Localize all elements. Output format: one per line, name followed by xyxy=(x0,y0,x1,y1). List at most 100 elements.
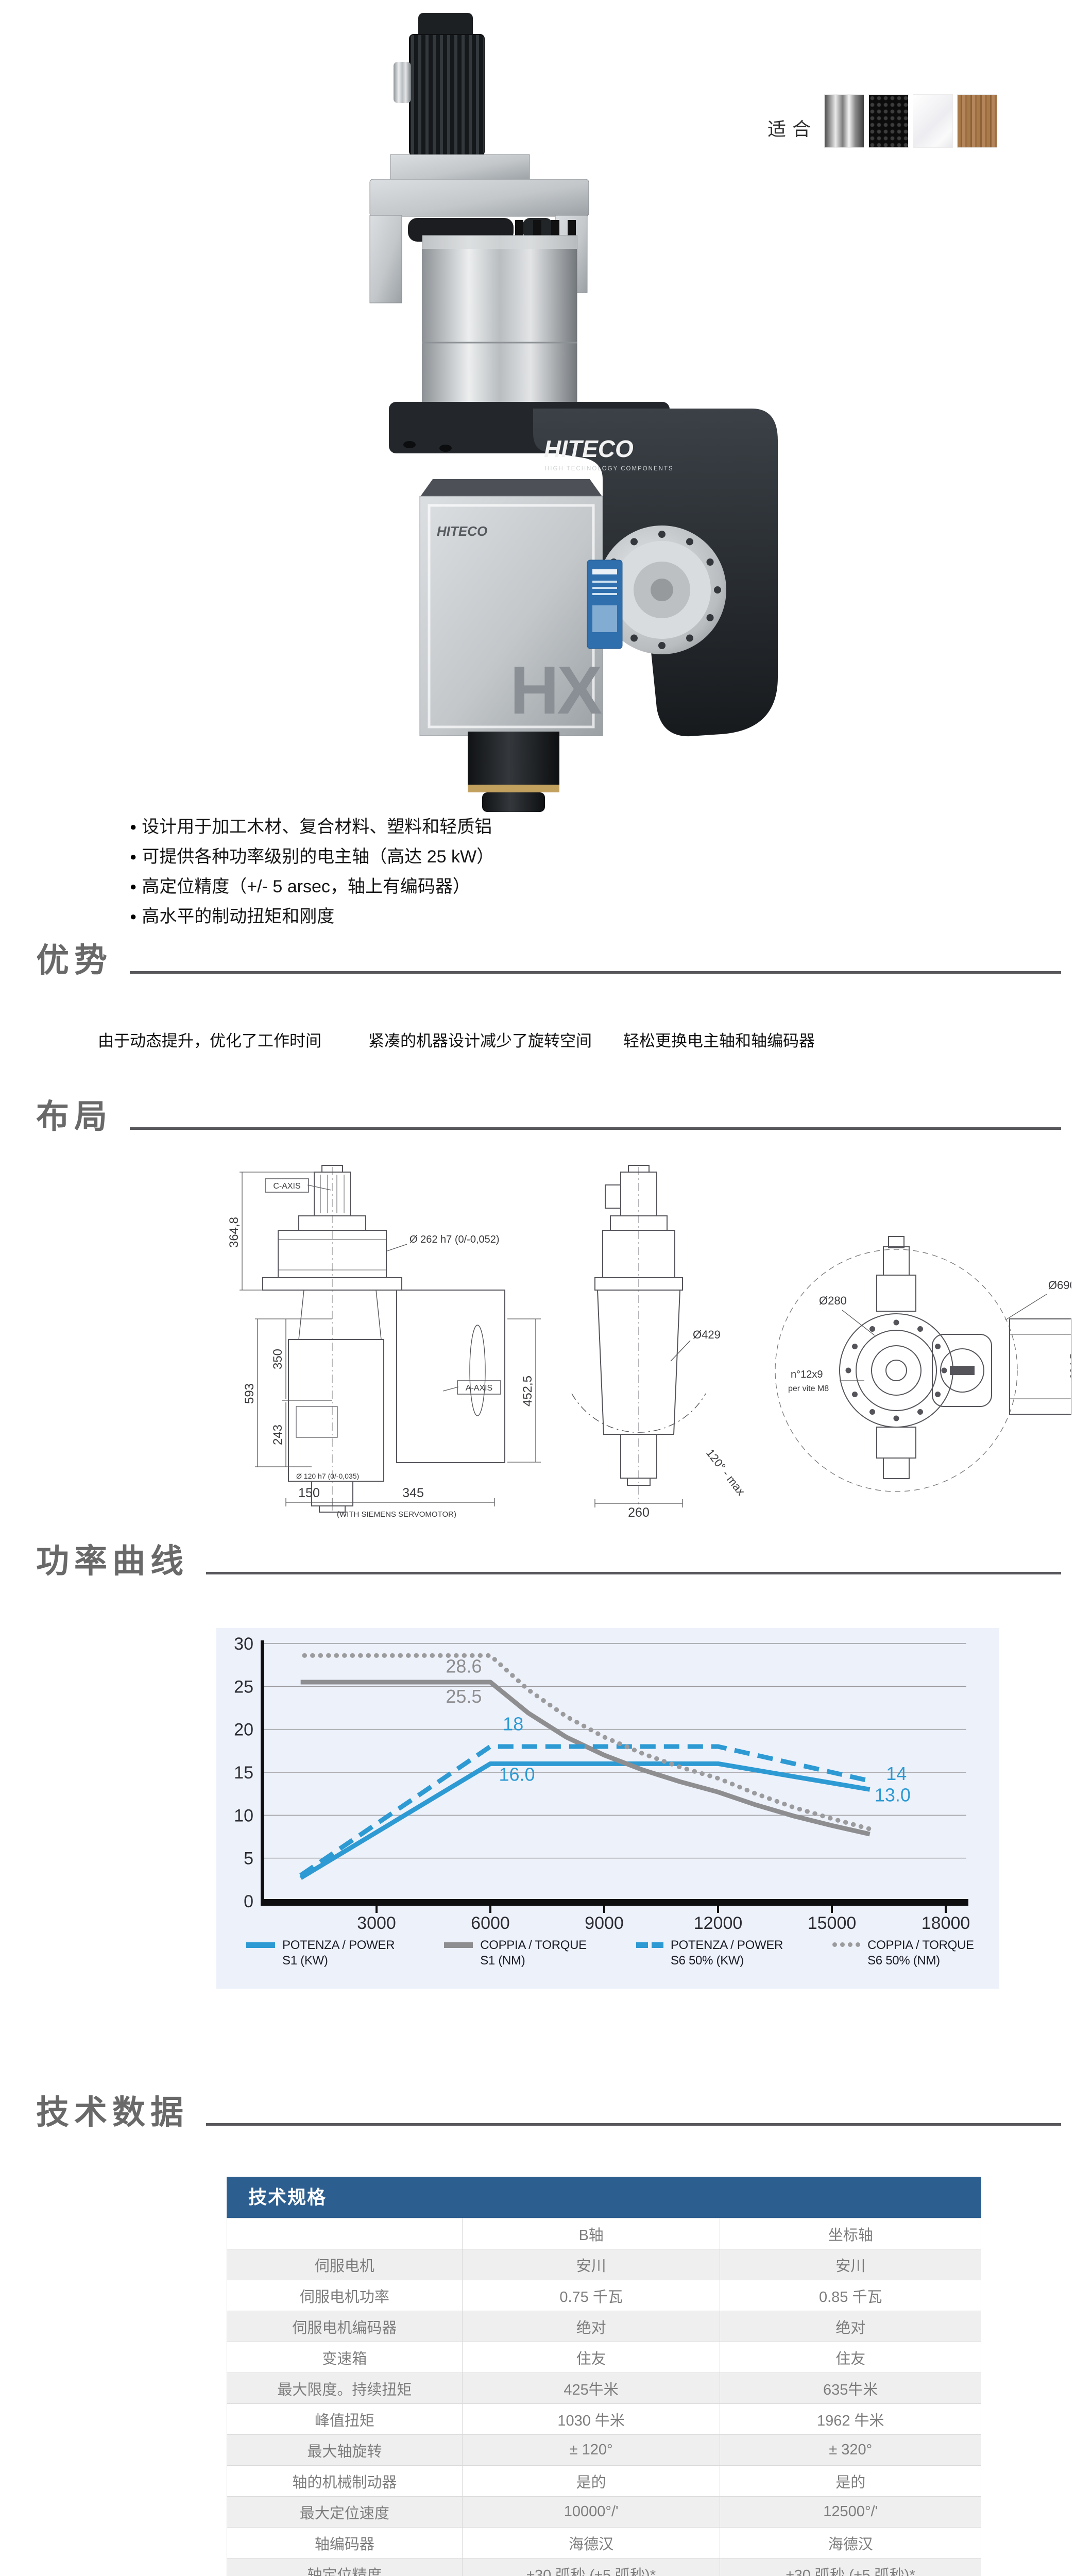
table-row: 峰值扭矩 1030 牛米 1962 牛米 xyxy=(227,2403,981,2435)
table-row: 伺服电机 安川 安川 xyxy=(227,2249,981,2280)
section-title-layout: 布局 xyxy=(36,1098,112,1135)
table-row: 最大轴旋转 ± 120° ± 320° xyxy=(227,2434,981,2466)
legend-label: POTENZA / POWER xyxy=(670,1938,783,1952)
table-cell: 变速箱 xyxy=(227,2342,463,2373)
table-cell: 最大限度。持续扭矩 xyxy=(227,2372,463,2404)
table-cell: ±30 弧秒 (±5 弧秒)* xyxy=(462,2558,721,2576)
material-swatches xyxy=(824,94,997,148)
dim-label: 120° - max xyxy=(704,1447,747,1498)
axis-label: C-AXIS xyxy=(273,1182,300,1191)
material-swatch-metal xyxy=(824,94,864,148)
table-cell: 0.75 千瓦 xyxy=(462,2280,721,2311)
model-label: HX xyxy=(510,652,602,728)
table-cell: 坐标轴 xyxy=(720,2218,981,2249)
feature-item: 设计用于加工木材、复合材料、塑料和轻质铝 xyxy=(130,812,494,842)
svg-text:5: 5 xyxy=(244,1849,253,1869)
section-title-advantages: 优势 xyxy=(36,942,112,979)
svg-text:0: 0 xyxy=(244,1892,253,1911)
svg-text:9000: 9000 xyxy=(585,1913,624,1932)
dim-label: 452,5 xyxy=(521,1376,535,1406)
dim-label: Ø690 xyxy=(1048,1279,1071,1292)
section-rule xyxy=(130,971,1061,974)
suitable-label: 适合 : xyxy=(767,118,840,140)
product-photo: HITECO HIGH TECHNOLOGY COMPONENTS HITECO… xyxy=(369,13,778,812)
table-cell: 635牛米 xyxy=(720,2372,981,2404)
table-cell: 1962 牛米 xyxy=(720,2403,981,2435)
chart-value-label: 25.5 xyxy=(446,1686,482,1707)
power-curves-chart: 0 5 10 15 20 25 30 3000 6000 9000 12000 15000 18000 2… xyxy=(216,1628,999,1989)
advantage-item: 轻松更换电主轴和轴编码器 xyxy=(623,1032,815,1050)
feature-item: 高水平的制动扭矩和刚度 xyxy=(130,902,494,931)
advantage-item: 紧凑的机器设计减少了旋转空间 xyxy=(368,1032,592,1050)
spec-table: B轴 坐标轴 伺服电机 安川 安川 伺服电机功率 0.75 千瓦 0.85 千瓦 伺服电机编码器… xyxy=(227,2218,981,2576)
table-row: 变速箱 住友 住友 xyxy=(227,2342,981,2373)
table-cell: B轴 xyxy=(462,2218,721,2249)
table-column-header-row: B轴 坐标轴 xyxy=(227,2218,981,2249)
servomotor xyxy=(394,13,485,156)
svg-text:25: 25 xyxy=(234,1677,253,1697)
legend-item-torque-s1: COPPIA / TORQUE S1 (NM) xyxy=(444,1938,587,1969)
table-row: 最大限度。持续扭矩 425牛米 635牛米 xyxy=(227,2372,981,2404)
material-swatch-wood xyxy=(957,94,997,148)
svg-text:3000: 3000 xyxy=(357,1913,396,1932)
dim-label: Ø 262 h7 (0/-0,052) xyxy=(410,1234,500,1245)
chart-value-label: 28.6 xyxy=(446,1656,482,1677)
section-title-technical-data: 技术数据 xyxy=(36,2094,189,2131)
table-cell: 是的 xyxy=(462,2465,721,2497)
legend-swatch-blue-dashed xyxy=(636,1942,663,1948)
svg-text:20: 20 xyxy=(234,1720,253,1740)
axis-label: A-AXIS xyxy=(466,1384,492,1393)
legend-label: COPPIA / TORQUE xyxy=(867,1938,974,1952)
table-cell: 最大定位速度 xyxy=(227,2496,463,2528)
section-rule xyxy=(206,2123,1061,2126)
dim-label: 150 xyxy=(298,1486,320,1500)
table-cell: 1030 牛米 xyxy=(462,2403,721,2435)
chart-plot: 0 5 10 15 20 25 30 3000 6000 9000 12000 15000 18000 2… xyxy=(216,1628,999,1933)
dim-label: Ø 120 h7 (0/-0,035) xyxy=(296,1472,359,1480)
table-cell: 伺服电机编码器 xyxy=(227,2311,463,2342)
table-cell: ± 320° xyxy=(720,2434,981,2466)
legend-label: S1 (NM) xyxy=(480,1954,525,1968)
dim-label: Ø280 xyxy=(819,1294,847,1307)
table-cell: 安川 xyxy=(462,2249,721,2280)
table-cell: 最大轴旋转 xyxy=(227,2434,463,2466)
legend-swatch-blue-solid xyxy=(246,1942,275,1948)
box-brand-logo: HITECO xyxy=(437,523,487,539)
table-cell: 绝对 xyxy=(462,2311,721,2342)
feature-item: 高定位精度（+/- 5 arsec，轴上有编码器） xyxy=(130,872,494,902)
spindle-box: HITECO HX xyxy=(419,479,623,736)
feature-item: 可提供各种功率级别的电主轴（高达 25 kW） xyxy=(130,842,494,872)
dim-label: 224,5 xyxy=(1069,1353,1071,1379)
chart-value-label: 14 xyxy=(886,1763,907,1784)
dim-label: 364,8 xyxy=(227,1217,241,1248)
legend-label: COPPIA / TORQUE xyxy=(480,1938,587,1952)
rotary-drum xyxy=(422,220,577,406)
dim-label: 593 xyxy=(243,1383,257,1404)
svg-text:15: 15 xyxy=(234,1763,253,1783)
table-cell: 12500°/' xyxy=(720,2496,981,2528)
drawing-note: (WITH SIEMENS SERVOMOTOR) xyxy=(337,1510,456,1519)
table-cell: 是的 xyxy=(720,2465,981,2497)
table-row: 轴定位精度 ±30 弧秒 (±5 弧秒)* ±30 弧秒 (±5 弧秒)* xyxy=(227,2558,981,2576)
legend-label: POTENZA / POWER xyxy=(282,1938,395,1952)
svg-text:6000: 6000 xyxy=(471,1913,510,1932)
dim-label: 350 xyxy=(271,1349,285,1369)
table-cell: 伺服电机 xyxy=(227,2249,463,2280)
legend-swatch-gray-solid xyxy=(444,1942,473,1948)
table-cell: 峰值扭矩 xyxy=(227,2403,463,2435)
table-cell: 轴定位精度 xyxy=(227,2558,463,2576)
table-cell: 轴的机械制动器 xyxy=(227,2465,463,2497)
legend-item-power-s6: POTENZA / POWER S6 50% (KW) xyxy=(636,1938,783,1969)
table-row: 轴编码器 海德汉 海德汉 xyxy=(227,2527,981,2558)
svg-text:18000: 18000 xyxy=(922,1913,970,1932)
material-swatch-carbon-fiber xyxy=(868,94,909,148)
dim-label: n°12x9 xyxy=(791,1369,823,1380)
table-cell: 住友 xyxy=(720,2342,981,2373)
table-cell: 0.85 千瓦 xyxy=(720,2280,981,2311)
svg-text:15000: 15000 xyxy=(808,1913,857,1932)
table-row: 最大定位速度 10000°/' 12500°/' xyxy=(227,2496,981,2528)
chart-value-label: 16.0 xyxy=(499,1764,535,1785)
dim-label: 260 xyxy=(628,1505,650,1520)
legend-item-torque-s6: COPPIA / TORQUE S6 50% (NM) xyxy=(832,1938,974,1969)
